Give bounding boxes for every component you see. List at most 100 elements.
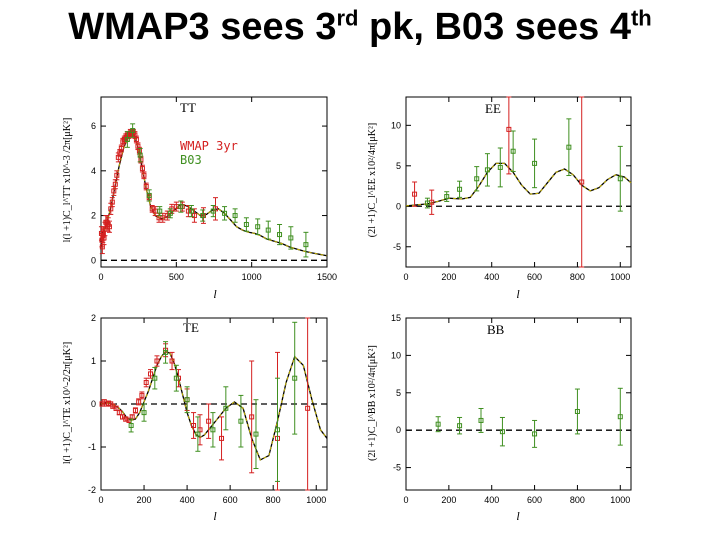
tt-xtick-label: 1500 — [317, 272, 337, 282]
ee-xtick-label: 0 — [403, 272, 408, 282]
tt-wmap-point — [152, 208, 158, 214]
te-wmap-point — [113, 405, 119, 411]
tt-wmap-point — [185, 208, 191, 214]
bb-ytick-label: -5 — [393, 463, 401, 473]
bb-ytick-label: 10 — [391, 350, 401, 360]
te-b03-point — [292, 375, 298, 381]
te-b03-point — [195, 431, 201, 437]
te-wmap-point — [143, 380, 149, 385]
ee-b03-point — [457, 186, 463, 192]
te-wmap-point — [169, 358, 175, 364]
te-xtick-label: 200 — [137, 495, 152, 505]
te-ytick-label: 0 — [91, 399, 96, 409]
te-b03-point — [223, 405, 229, 411]
ee-b03-point — [484, 167, 490, 173]
tt-wmap-point — [139, 166, 145, 172]
bb-ytick-label: 15 — [391, 313, 401, 323]
te-wmap-point — [116, 410, 122, 416]
bb-b03-point — [457, 423, 463, 429]
ee-ytick-label: 5 — [396, 161, 401, 171]
panel-te: l(l +1)C_l^TE x10^-2/2π[μK²] TE l 0 200 40… — [62, 313, 328, 523]
ee-wmap-point — [506, 126, 512, 132]
te-wmap-point — [139, 392, 145, 398]
ee-wmap-point — [412, 191, 418, 197]
bb-axes-frame — [405, 317, 632, 491]
bb-xtick-label: 800 — [570, 495, 585, 505]
tt-wmap-point — [112, 181, 118, 187]
tt-b03-point — [200, 213, 206, 219]
tt-b03-point — [277, 232, 283, 238]
title-main: WMAP3 sees 3 — [68, 6, 337, 48]
panel-tt: l(l +1)C_l^TT x10^-3 /2π[μK²] TT WMAP 3y… — [62, 96, 337, 301]
tt-ytick-label: 0 — [91, 255, 96, 265]
te-wmap-point — [191, 423, 197, 428]
te-wmap-point — [123, 416, 129, 422]
te-b03-point — [274, 427, 280, 433]
ee-b03-point — [424, 200, 430, 206]
te-ytick-label: -2 — [88, 485, 96, 495]
tt-b03-point — [124, 137, 130, 142]
ee-b03-point — [497, 164, 503, 170]
te-b03-point — [238, 418, 244, 424]
tt-b03-point — [167, 210, 173, 216]
tt-b03-point — [146, 192, 152, 198]
tt-wmap-point — [160, 215, 166, 221]
legend-b03: B03 — [180, 153, 202, 167]
bb-panel-label: BB — [487, 322, 505, 337]
bb-b03-point — [478, 417, 484, 423]
ee-wmap-point — [579, 179, 585, 185]
ee-theory-curve-overlay — [405, 162, 632, 207]
te-b03-point — [210, 427, 216, 433]
tt-wmap-point — [106, 224, 112, 230]
tt-wmap-point — [114, 172, 120, 178]
ee-ytick-label: 10 — [391, 120, 401, 130]
te-wmap-point — [132, 407, 138, 413]
title-sup-rd: rd — [336, 5, 359, 31]
tt-b03-point — [288, 235, 294, 241]
te-xtick-label: 800 — [266, 495, 281, 505]
te-b03-point — [253, 431, 259, 437]
te-xtick-label: 600 — [223, 495, 238, 505]
te-b03-point — [184, 397, 190, 403]
tt-b03-point — [222, 210, 228, 216]
bb-b03-point — [499, 429, 505, 435]
te-wmap-point — [136, 399, 142, 405]
te-b03-point — [141, 410, 147, 416]
bb-ytick-label: 0 — [396, 425, 401, 435]
tt-wmap-point — [191, 213, 197, 219]
tt-wmap-point — [143, 183, 149, 189]
te-xtick-label: 0 — [98, 495, 103, 505]
ee-xtick-label: 800 — [570, 272, 585, 282]
bb-xtick-label: 1000 — [610, 495, 630, 505]
tt-b03-point — [303, 242, 309, 248]
tt-xtick-label: 500 — [169, 272, 184, 282]
tt-wmap-point — [141, 172, 147, 178]
tt-b03-point — [137, 152, 143, 158]
tt-b03-point — [232, 213, 238, 219]
te-wmap-point — [148, 371, 154, 377]
tt-b03-point — [178, 204, 184, 210]
bb-b03-point — [574, 408, 580, 414]
bb-ytick-label: 5 — [396, 388, 401, 398]
bb-xtick-label: 400 — [484, 495, 499, 505]
tt-theory-curve-overlay — [100, 132, 328, 257]
ee-b03-point — [444, 194, 450, 200]
te-xtick-label: 400 — [180, 495, 195, 505]
tt-xtick-label: 1000 — [242, 272, 262, 282]
te-panel-label: TE — [183, 320, 199, 335]
ee-ytick-label: 0 — [396, 201, 401, 211]
ee-b03-point — [532, 160, 538, 166]
panel-ee: (2l +1)C_l^EE x10²/4π[μK²] EE l 0 200 400 6… — [367, 96, 632, 301]
bb-xtick-label: 600 — [527, 495, 542, 505]
panel-bb: (2l +1)C_l^BB x10²/4π[μK²] BB l 0 200 400 6… — [367, 313, 632, 523]
te-wmap-point — [154, 358, 160, 364]
ee-ytick-label: -5 — [393, 242, 401, 252]
tt-wmap-point — [109, 199, 115, 205]
tt-panel-label: TT — [180, 100, 196, 115]
tt-wmap-point — [133, 137, 139, 142]
ee-xlabel: l — [516, 287, 520, 301]
title-sup-th: th — [630, 5, 652, 31]
te-wmap-point — [219, 435, 225, 441]
bb-b03-point — [617, 414, 623, 420]
